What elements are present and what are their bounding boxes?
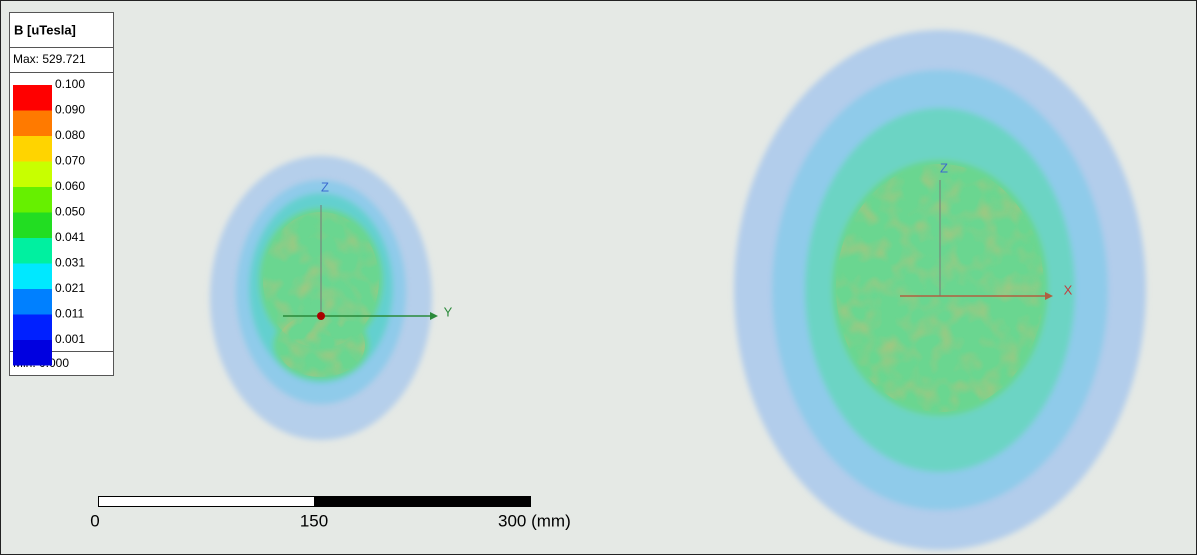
legend-label: 0.070 — [55, 154, 85, 168]
legend-swatch — [13, 187, 52, 213]
legend-label: 0.060 — [55, 179, 85, 193]
legend-label: 0.050 — [55, 205, 85, 219]
scale-label: 300 (mm) — [498, 511, 571, 530]
axis-label: Y — [444, 304, 453, 319]
legend-swatch — [13, 238, 52, 264]
axis-label: X — [1064, 282, 1073, 297]
legend-label: 0.001 — [55, 332, 85, 346]
axis-label: Z — [321, 179, 329, 194]
legend-label: 0.031 — [55, 256, 85, 270]
axis-label: Z — [940, 160, 948, 175]
legend-swatch — [13, 85, 52, 111]
legend-label: 0.011 — [55, 307, 84, 321]
legend-label: 0.080 — [55, 128, 85, 142]
legend-label: 0.021 — [55, 281, 85, 295]
legend-swatch — [13, 213, 52, 239]
legend-swatch — [13, 315, 52, 341]
legend: B [uTesla] Max: 529.721 Min: 0.000 0.100… — [10, 13, 114, 376]
legend-label: 0.041 — [55, 230, 85, 244]
viewport: Z Y Z X B [uTesla] Max: 529.721 Min: 0.0… — [0, 0, 1197, 555]
legend-label: 0.090 — [55, 103, 85, 117]
legend-title: B [uTesla] — [14, 22, 76, 37]
legend-swatch — [13, 340, 52, 366]
legend-swatch — [13, 289, 52, 315]
legend-max: Max: 529.721 — [13, 52, 86, 66]
legend-label: 0.100 — [55, 77, 85, 91]
legend-swatch — [13, 111, 52, 137]
legend-swatch — [13, 264, 52, 290]
scale-label: 0 — [90, 511, 99, 530]
legend-swatch — [13, 162, 52, 188]
scale-label: 150 — [300, 511, 328, 530]
legend-swatch — [13, 136, 52, 162]
